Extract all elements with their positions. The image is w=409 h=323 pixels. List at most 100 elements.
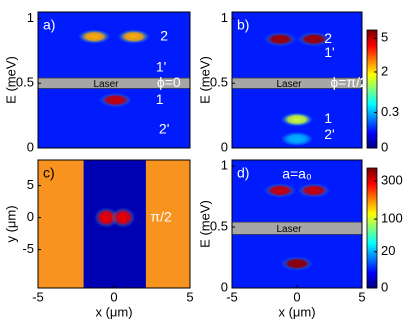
spot [297, 183, 330, 198]
colorbar-cell [367, 126, 377, 129]
y-tick-label: 5 [27, 177, 34, 192]
colorbar-cell [367, 216, 377, 219]
colorbar-cell [367, 108, 377, 112]
panel-frame [231, 11, 363, 149]
panel-label: c) [43, 165, 55, 181]
colorbar-cell [367, 268, 377, 271]
y-tick-label: 0.5 [16, 75, 34, 90]
y-axis-label: E (meV) [197, 200, 212, 248]
colorbar-cell [367, 100, 377, 104]
colorbar-cell [367, 172, 377, 175]
colorbar-cell [367, 182, 377, 185]
colorbar-cell [367, 90, 377, 94]
laser-label: Laser [276, 224, 302, 235]
colorbar-cell [367, 69, 377, 72]
spot [297, 32, 330, 47]
colorbar-cell [367, 87, 377, 90]
colorbar-cell [367, 194, 377, 197]
colorbar-cell [367, 114, 377, 118]
y-axis-label: E (meV) [3, 56, 18, 104]
colorbar-cell [367, 98, 377, 102]
colorbar-cell [367, 104, 377, 108]
panel-label: d) [237, 165, 249, 181]
x-tick-label: -5 [32, 289, 44, 304]
colorbar-cell [367, 39, 377, 43]
colorbar-cell [367, 226, 377, 229]
colorbar-cell [367, 83, 377, 86]
colorbar-cell [367, 248, 377, 251]
colorbar-cell [367, 92, 377, 96]
colorbar-cell [367, 33, 377, 37]
annotation: 1' [324, 44, 334, 60]
colorbar-cell [367, 272, 377, 275]
colorbar-cell [367, 51, 377, 55]
panel [38, 12, 190, 148]
colorbar-cell [367, 170, 377, 173]
y-tick-label: 0 [27, 139, 34, 154]
y-tick-label: 0 [221, 279, 228, 294]
colorbar-cell [367, 142, 377, 145]
colorbar-cell [367, 262, 377, 265]
annotation: 1' [156, 58, 166, 74]
y-tick-label: 1 [27, 10, 34, 25]
laser-bar [232, 77, 362, 89]
colorbar-cell [367, 200, 377, 203]
spot [99, 93, 132, 108]
colorbar-cell [367, 242, 377, 245]
colorbar-cell [367, 220, 377, 223]
panel [38, 160, 190, 288]
colorbar-cell [367, 224, 377, 227]
colorbar-cell [367, 144, 377, 147]
colorbar-cell [367, 282, 377, 285]
spot [264, 183, 297, 198]
x-tick-label: -5 [226, 289, 238, 304]
x-tick-label: 5 [186, 289, 193, 304]
colorbar-cell [367, 252, 377, 255]
annotation: π/2 [150, 208, 172, 224]
annotation: 2 [324, 30, 332, 46]
colorbar-cell [367, 260, 377, 263]
colorbar-cell [367, 55, 377, 59]
colorbar-cell [367, 280, 377, 283]
colorbar-cell [367, 35, 377, 39]
y-tick-label: 0.5 [210, 75, 228, 90]
colorbar-cell [367, 210, 377, 213]
spot [281, 256, 313, 271]
laser-label: Laser [93, 79, 119, 90]
colorbar-cell [367, 276, 377, 279]
colorbar-cell [367, 81, 377, 84]
spot [78, 29, 111, 44]
colorbar-cell [367, 75, 377, 78]
colorbar-cell [367, 190, 377, 193]
y-tick-label: 1 [221, 10, 228, 25]
annotation: 2 [160, 27, 168, 43]
colorbar-cell [367, 124, 377, 127]
y-tick-label: 0.5 [210, 218, 228, 233]
colorbar-cell [367, 222, 377, 225]
colorbar-cell [367, 234, 377, 237]
colorbar-cell [367, 168, 377, 171]
colorbar-cell [367, 118, 377, 121]
colorbar-cell [367, 198, 377, 201]
colorbar-cell [367, 65, 377, 68]
colorbar-cell [367, 134, 377, 137]
x-tick-label: 0 [293, 289, 300, 304]
colorbar-tick-label: 100 [381, 211, 403, 226]
colorbar-cell [367, 176, 377, 179]
colorbar-tick-label: 300 [381, 172, 403, 187]
colorbar-cell [367, 250, 377, 253]
annotation: 2' [324, 126, 334, 142]
colorbar-cell [367, 264, 377, 267]
spot [111, 207, 136, 228]
colorbar-cell [367, 116, 377, 119]
colorbar-cell [367, 254, 377, 257]
colorbar-cell [367, 208, 377, 211]
colorbar-cell [367, 270, 377, 273]
colorbar-cell [367, 230, 377, 233]
x-axis-label: x (μm) [95, 304, 132, 319]
colorbar-cell [367, 67, 377, 70]
y-tick-label: 0 [27, 209, 34, 224]
y-tick-label: -5 [22, 241, 34, 256]
colorbar-cell [367, 96, 377, 100]
panel-frame [37, 11, 191, 149]
